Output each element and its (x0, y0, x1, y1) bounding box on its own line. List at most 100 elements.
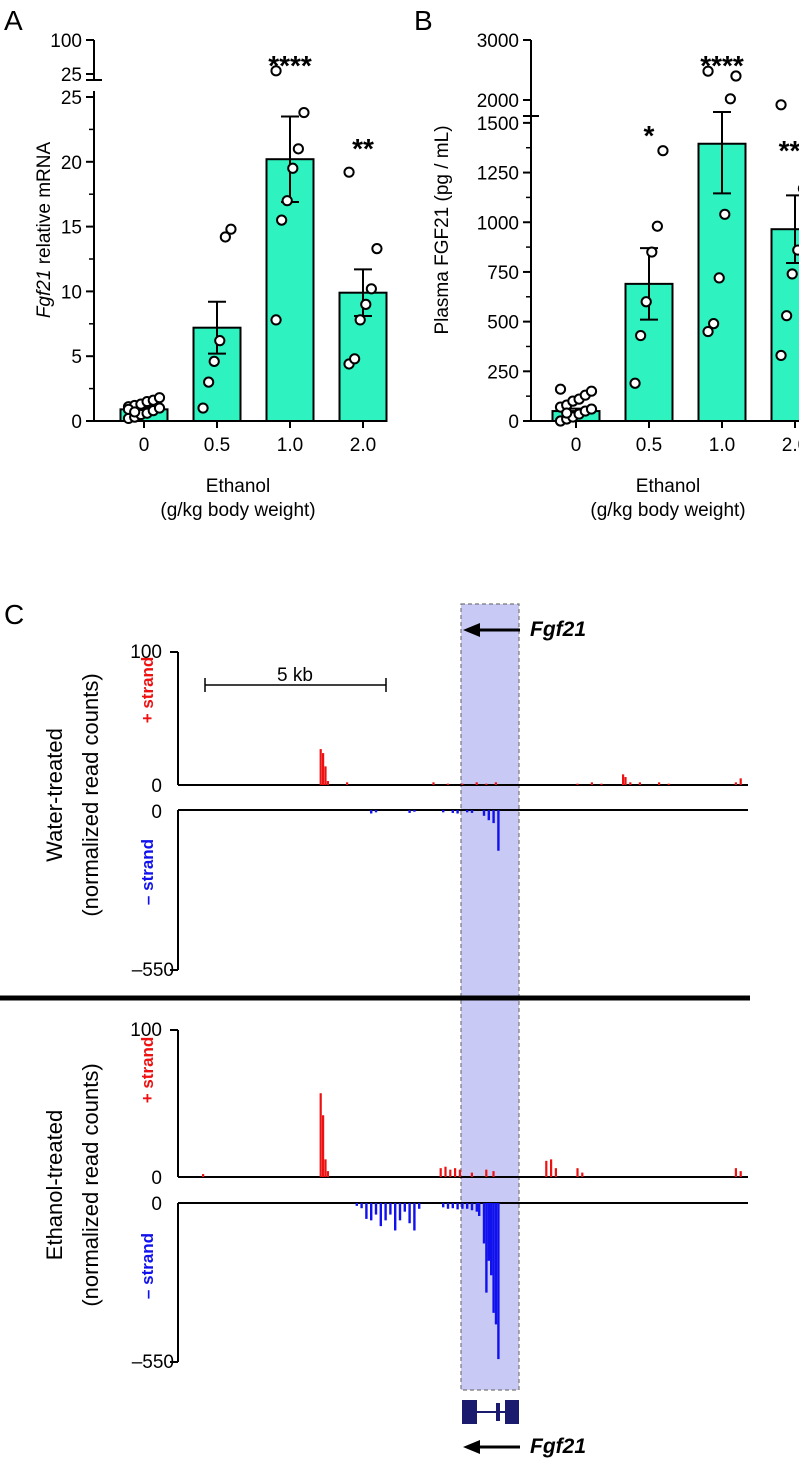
panel-b-ytick-label-0: 0 (508, 412, 519, 433)
track-1-minus-signal-1 (374, 810, 378, 813)
track-1-plus-strand-label: + strand (138, 657, 157, 724)
panel-b-ytick-label-3: 750 (487, 263, 519, 284)
track-2-plus-signal-4 (202, 1174, 205, 1177)
track-1-minus-signal-4 (442, 810, 445, 813)
panel-a-ytick-label-3: 15 (61, 218, 82, 239)
track-1-title-line2: (normalized read counts) (78, 673, 103, 916)
track-1-minus-strand-label: – strand (138, 839, 157, 905)
track-2-minus-signal-28 (494, 1203, 498, 1325)
track-1-minus-signal-8 (470, 810, 474, 813)
track-1-title-line1: Water-treated (42, 728, 67, 862)
panel-b-point-2-0 (702, 325, 714, 338)
track-1-plus-signal-21 (739, 778, 742, 785)
panel-b-point-2-2 (713, 272, 725, 284)
track-2-plus-signal-11 (485, 1169, 488, 1177)
track-2-plus-signal-3 (326, 1171, 329, 1177)
panel-a-point-2-3 (287, 162, 299, 174)
track-1-plus-signal-10 (494, 782, 497, 785)
panel-a-ytick-label-1: 5 (71, 347, 82, 368)
track-2-minus-signal-25 (487, 1203, 490, 1261)
track-2-minus-signal-11 (408, 1203, 411, 1224)
track-2-plus-signal-7 (449, 1169, 452, 1177)
panel-b-point-1-3 (646, 246, 658, 258)
gene-model-exon-3 (505, 1400, 519, 1424)
panel-c-tracks (0, 603, 750, 1454)
track-2-plus-signal-2 (324, 1159, 327, 1177)
track-2-plus-signal-9 (458, 1169, 461, 1177)
track-1-minus-signal-9 (482, 810, 486, 816)
track-1-plus-signal-17 (638, 782, 641, 785)
panel-letter-c: C (4, 599, 24, 630)
track-2-minus-signal-18 (461, 1203, 464, 1209)
panel-a-point-0-5 (153, 402, 166, 414)
gene-label-top: Fgf21 (530, 618, 586, 641)
track-2-plus-signal-19 (739, 1171, 742, 1177)
track-2-plus-signal-6 (444, 1166, 447, 1177)
track-2-minus-signal-4 (374, 1203, 378, 1215)
track-2-minus-strand-label: – strand (138, 1233, 157, 1299)
track-1-minus-signal-7 (466, 810, 469, 813)
track-1-minus-signal-10 (487, 810, 490, 821)
track-2-plus-strand-label: + strand (138, 1037, 157, 1104)
track-1-minus-signal-5 (451, 810, 454, 813)
panel-b-significance-3: *** (779, 135, 799, 166)
panel-a-ytick-label-0: 0 (71, 412, 82, 433)
panel-letter-a: A (4, 5, 23, 36)
gene-arrow-top-head (463, 623, 480, 637)
track-2-minus-signal-3 (370, 1203, 373, 1221)
panel-a-point-1-0 (197, 402, 209, 414)
panel-b-xlabel-line1: Ethanol (636, 476, 700, 497)
track-2-minus-zero-label: 0 (151, 1194, 162, 1215)
track-2-plus-signal-8 (454, 1168, 457, 1177)
track-1-plus-signal-0 (319, 749, 322, 785)
panel-b-xtick-label-3: 2.0 (782, 435, 799, 456)
gene-label-bottom: Fgf21 (530, 1435, 586, 1458)
panel-b-significance-2: **** (700, 50, 744, 81)
panel-a-xtick-label-0: 0 (139, 435, 150, 456)
gene-model-exon-1 (462, 1400, 477, 1424)
track-1-plus-max-label: 100 (130, 642, 162, 663)
gene-model-exon-2 (496, 1403, 500, 1421)
panel-a-xlabel-line2: (g/kg body weight) (160, 500, 315, 521)
panel-b-xtick-label-2: 1.0 (709, 435, 735, 456)
panel-b-ytick-label-5: 1250 (477, 164, 519, 185)
track-2-minus-signal-1 (360, 1203, 363, 1209)
panel-a-point-1-3 (214, 335, 226, 347)
track-1-plus-signal-6 (446, 783, 449, 785)
panel-b-ytick-upper-label-1: 3000 (477, 31, 519, 52)
track-2-plus-signal-16 (576, 1168, 579, 1177)
track-2-plus-signal-13 (545, 1160, 548, 1177)
track-2-plus-signal-14 (550, 1159, 553, 1177)
panel-b-ytick-label-4: 1000 (477, 213, 519, 234)
panel-a-point-2-2 (281, 195, 293, 207)
track-1-plus-signal-12 (590, 782, 593, 785)
track-2-minus-signal-20 (470, 1203, 474, 1211)
scale-bar-label: 5 kb (277, 665, 313, 686)
panel-a-point-3-1 (349, 353, 361, 365)
panel-a-point-2-1 (276, 214, 288, 226)
track-2-minus-signal-0 (355, 1203, 358, 1206)
track-2-minus-signal-24 (485, 1203, 488, 1293)
panel-a-point-2-5 (298, 106, 310, 119)
track-1-plus-signal-2 (324, 766, 327, 785)
track-1-plus-signal-20 (734, 782, 737, 785)
panel-b-point-2-3 (719, 208, 731, 220)
panel-a-point-1-1 (203, 376, 215, 388)
panel-b-point-3-0 (775, 349, 787, 362)
panel-b-ytick-label-6: 1500 (477, 114, 519, 135)
panel-a-point-3-5 (371, 243, 383, 255)
panel-b-xtick-label-1: 0.5 (636, 435, 662, 456)
panel-a-xlabel-line1: Ethanol (206, 476, 270, 497)
track-2-minus-signal-19 (466, 1203, 469, 1209)
panel-b-point-2-6 (702, 65, 714, 77)
track-1-plus-signal-16 (629, 782, 632, 785)
track-2-minus-signal-22 (478, 1203, 481, 1217)
track-2-plus-signal-0 (319, 1093, 322, 1177)
panel-b-point-3-2 (786, 268, 798, 280)
track-1-minus-signal-3 (413, 810, 416, 812)
panel-b-point-3-6 (775, 99, 787, 111)
panel-b-xtick-label-0: 0 (571, 435, 582, 456)
track-1-plus-signal-1 (322, 753, 325, 785)
